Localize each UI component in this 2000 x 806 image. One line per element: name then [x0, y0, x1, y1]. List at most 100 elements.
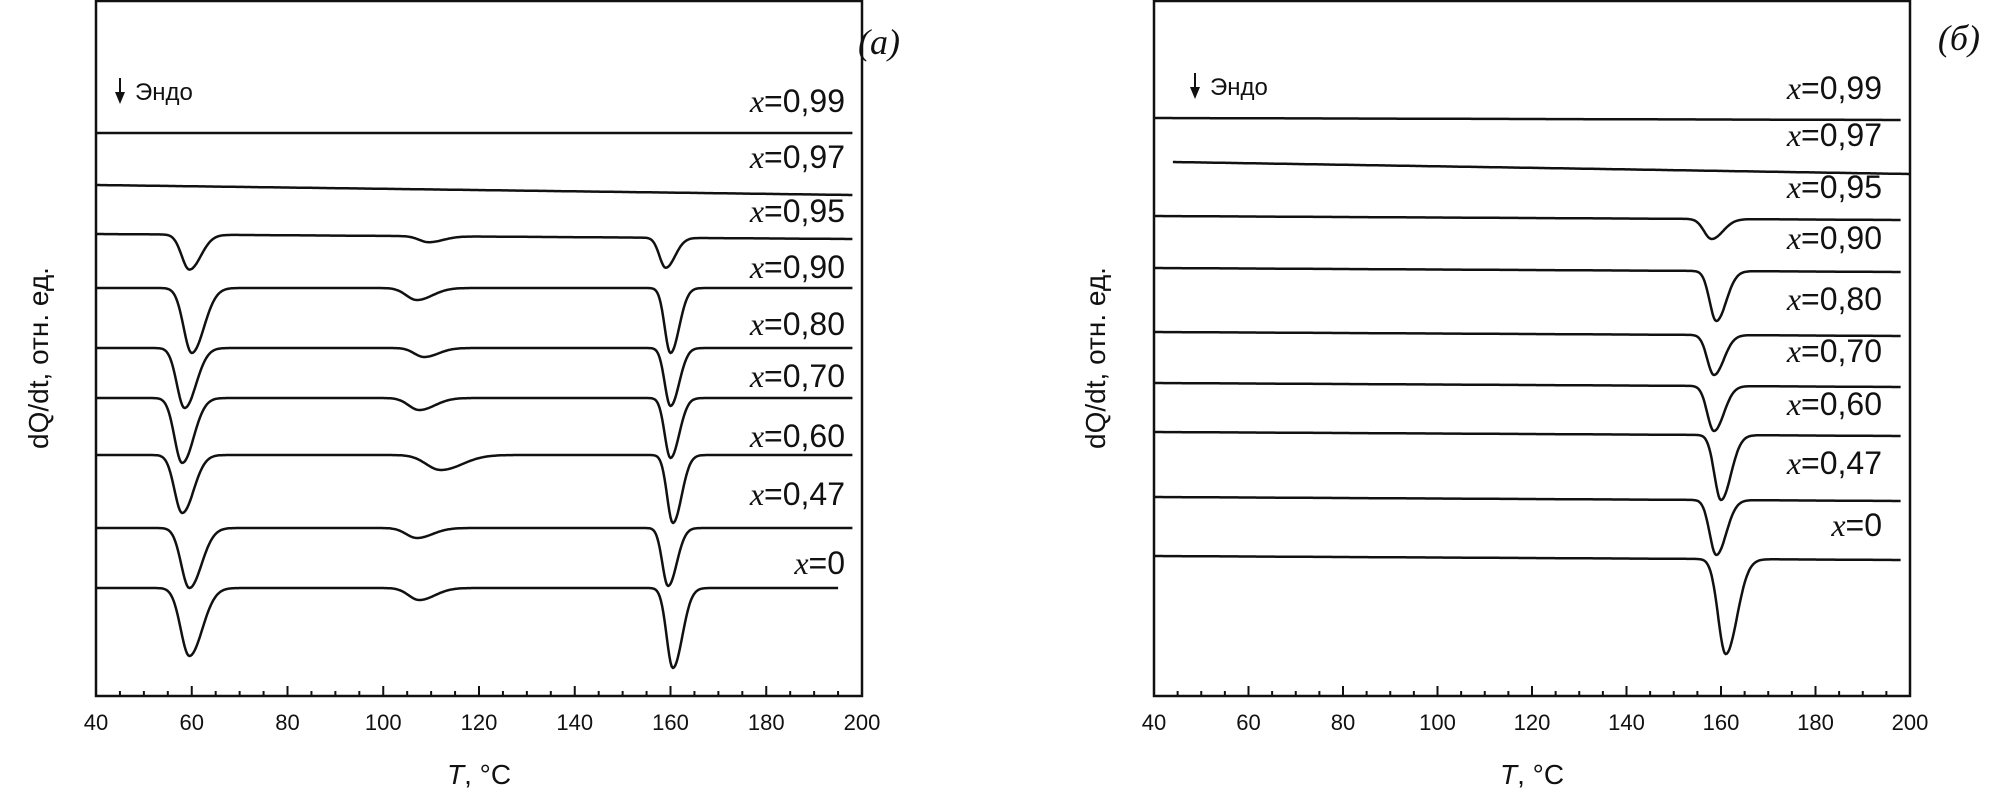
x-axis-label: T, °C	[447, 759, 511, 790]
series-label-var: x	[749, 476, 764, 512]
series-label-value: =0,95	[1801, 169, 1882, 205]
x-tick-label: 200	[1892, 710, 1929, 735]
x-tick-label: 60	[180, 710, 204, 735]
series-label-value: =0,99	[764, 83, 845, 119]
x-tick-label: 180	[748, 710, 785, 735]
series-label-value: =0,60	[1801, 386, 1882, 422]
endo-annotation: Эндо	[135, 79, 193, 106]
series-label: x=0	[1830, 507, 1882, 543]
series-label: x=0,47	[1786, 445, 1882, 481]
series-label: x=0	[793, 545, 845, 581]
series-label-var: x	[749, 139, 764, 175]
series-label-value: =0,60	[764, 418, 845, 454]
x-tick-label: 160	[652, 710, 689, 735]
series-label: x=0,80	[749, 306, 845, 342]
series-label-value: =0,47	[1801, 445, 1882, 481]
series-label: x=0,60	[749, 418, 845, 454]
series-label-var: x	[749, 193, 764, 229]
series-label-var: x	[1786, 220, 1801, 256]
x-tick-label: 40	[1142, 710, 1166, 735]
series-line-7	[1153, 430, 1901, 502]
series-label-var: x	[793, 545, 808, 581]
series-line-4	[95, 286, 853, 355]
x-tick-label: 200	[844, 710, 881, 735]
series-label-var: x	[1786, 333, 1801, 369]
x-axis-label-var: T	[1500, 759, 1519, 790]
x-tick-label: 80	[1331, 710, 1355, 735]
x-tick-label: 80	[275, 710, 299, 735]
series-label-value: =0,70	[764, 358, 845, 394]
series-label-value: =0,70	[1801, 333, 1882, 369]
series-label: x=0,70	[1786, 333, 1882, 369]
x-tick-label: 180	[1797, 710, 1834, 735]
x-axis-label-var: T	[447, 759, 466, 790]
series-label-var: x	[1786, 281, 1801, 317]
series-label-var: x	[1786, 70, 1801, 106]
x-tick-label: 160	[1703, 710, 1740, 735]
series-label-var: x	[1786, 169, 1801, 205]
series-label-value: =0,97	[764, 139, 845, 175]
series-label-value: =0	[809, 545, 845, 581]
series-label: x=0,90	[749, 249, 845, 285]
endo-arrow-head	[115, 92, 125, 104]
series-line-8	[1153, 495, 1901, 557]
series-label: x=0,60	[1786, 386, 1882, 422]
y-axis-label: dQ/dt, отн. ед.	[23, 267, 54, 449]
series-line-3	[95, 232, 853, 271]
series-label-var: x	[749, 249, 764, 285]
series-label: x=0,70	[749, 358, 845, 394]
x-tick-label: 120	[1514, 710, 1551, 735]
chart-panel-2: 40 60 80 100 120 140 160 180 200 T, °C dQ/dt, отн.…	[1080, 0, 1980, 790]
series-label-var: x	[749, 418, 764, 454]
series-line-4	[1153, 266, 1901, 323]
panel-label: (а)	[858, 22, 900, 62]
series-label-value: =0	[1846, 507, 1882, 543]
series-label-var: x	[1786, 445, 1801, 481]
series-label: x=0,97	[749, 139, 845, 175]
x-tick-label: 60	[1236, 710, 1260, 735]
series-label-var: x	[749, 306, 764, 342]
series-line-2	[1172, 160, 1911, 176]
series-line-1	[1153, 116, 1901, 122]
series-label: x=0,95	[749, 193, 845, 229]
series-label: x=0,95	[1786, 169, 1882, 205]
series-label-value: =0,99	[1801, 70, 1882, 106]
series-label-value: =0,90	[764, 249, 845, 285]
series-label-value: =0,95	[764, 193, 845, 229]
x-axis-label-unit: , °C	[1517, 759, 1564, 790]
endo-arrow-head	[1190, 87, 1200, 99]
series-line-8	[95, 526, 853, 590]
x-tick-label: 140	[1608, 710, 1645, 735]
series-line-3	[1153, 214, 1901, 241]
series-line-6	[95, 396, 853, 465]
panel-label: (б)	[1938, 18, 1980, 58]
series-label: x=0,80	[1786, 281, 1882, 317]
series-label: x=0,99	[1786, 70, 1882, 106]
series-line-9	[95, 586, 839, 670]
series-label-value: =0,80	[764, 306, 845, 342]
series-label-value: =0,47	[764, 476, 845, 512]
series-label-var: x	[1786, 117, 1801, 153]
x-axis-label-unit: , °C	[464, 759, 511, 790]
series-label-value: =0,97	[1801, 117, 1882, 153]
series-label: x=0,47	[749, 476, 845, 512]
series-label-value: =0,90	[1801, 220, 1882, 256]
endo-annotation: Эндо	[1210, 74, 1268, 101]
y-axis-label: dQ/dt, отн. ед.	[1080, 267, 1111, 449]
series-line-7	[95, 453, 853, 525]
series-line-2	[95, 183, 853, 197]
series-label-var: x	[1830, 507, 1845, 543]
series-label-var: x	[749, 83, 764, 119]
x-tick-label: 40	[84, 710, 108, 735]
x-tick-label: 120	[461, 710, 498, 735]
x-axis-label: T, °C	[1500, 759, 1564, 790]
series-label-var: x	[749, 358, 764, 394]
series-label-var: x	[1786, 386, 1801, 422]
x-tick-label: 100	[365, 710, 402, 735]
x-tick-label: 100	[1419, 710, 1456, 735]
series-line-9	[1153, 554, 1901, 656]
series-label: x=0,97	[1786, 117, 1882, 153]
series-label: x=0,99	[749, 83, 845, 119]
chart-panel-1: 40 60 80 100 120 140 160 180 200 T, °C dQ/dt, отн.…	[23, 0, 900, 790]
